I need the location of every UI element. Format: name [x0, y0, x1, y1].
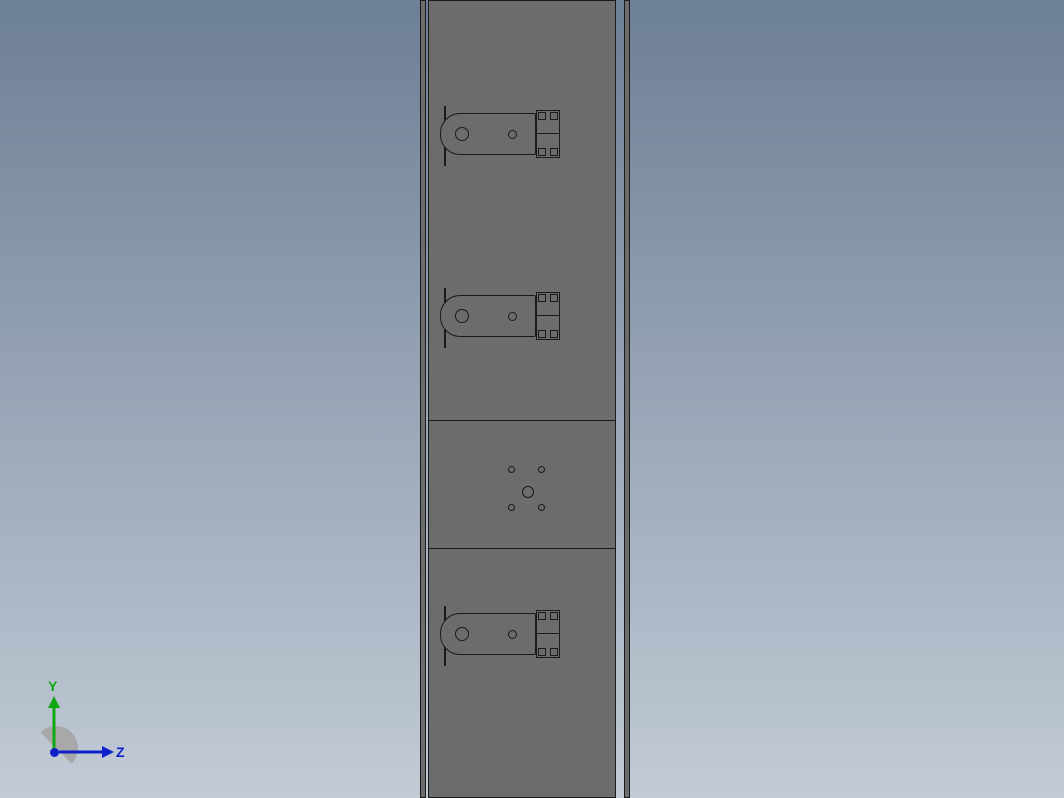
- hinge-secondary-hole: [508, 630, 517, 639]
- z-axis-label: Z: [116, 744, 125, 760]
- center-flange-pattern: [498, 462, 558, 522]
- hinge-bolt: [538, 330, 546, 338]
- hinge-bolt: [538, 148, 546, 156]
- assembly-main-column: [0, 0, 1064, 798]
- section-divider-1: [428, 420, 616, 421]
- outer-flange-left: [420, 0, 426, 798]
- center-flange-bolt-hole: [508, 504, 515, 511]
- hinge-bolt: [538, 612, 546, 620]
- hinge-bolt: [550, 612, 558, 620]
- hinge-bolt: [550, 294, 558, 302]
- hinge-bolt: [550, 330, 558, 338]
- hinge-assembly: [440, 290, 570, 350]
- center-flange-bolt-hole: [508, 466, 515, 473]
- hinge-bolt: [538, 294, 546, 302]
- z-axis-arrow-icon: [54, 742, 114, 762]
- axis-origin-icon: [50, 748, 59, 757]
- center-flange-bolt-hole: [538, 466, 545, 473]
- hinge-bolt: [550, 112, 558, 120]
- hinge-bolt: [550, 648, 558, 656]
- hinge-pivot-hole: [455, 627, 469, 641]
- center-flange-hole-main: [522, 486, 534, 498]
- hinge-bolt: [538, 648, 546, 656]
- hinge-knuckle-midline: [536, 633, 560, 634]
- y-axis-label: Y: [48, 678, 57, 694]
- hinge-secondary-hole: [508, 312, 517, 321]
- section-divider-2: [428, 548, 616, 549]
- axis-triad[interactable]: Y Z: [28, 696, 118, 786]
- hinge-secondary-hole: [508, 130, 517, 139]
- hinge-pivot-hole: [455, 127, 469, 141]
- hinge-bolt: [550, 148, 558, 156]
- hinge-assembly: [440, 608, 570, 668]
- hinge-knuckle-midline: [536, 315, 560, 316]
- outer-flange-right: [624, 0, 630, 798]
- cad-viewport[interactable]: Y Z: [0, 0, 1064, 798]
- center-flange-bolt-hole: [538, 504, 545, 511]
- hinge-knuckle-midline: [536, 133, 560, 134]
- hinge-assembly: [440, 108, 570, 168]
- hinge-pivot-hole: [455, 309, 469, 323]
- hinge-bolt: [538, 112, 546, 120]
